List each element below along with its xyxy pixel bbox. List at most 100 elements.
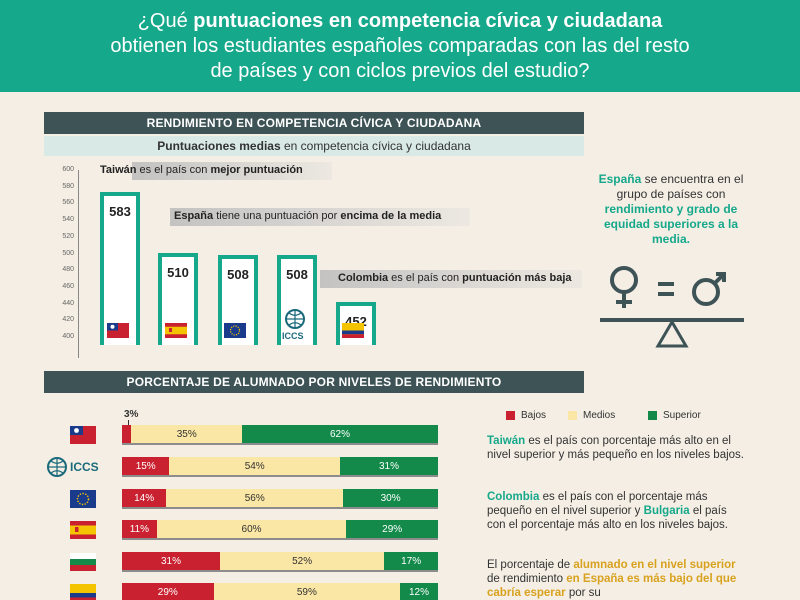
iccs-row-logo: ICCS xyxy=(46,456,99,478)
ann-taiwan-a: Taiwán xyxy=(100,164,137,176)
paragraph-espana-superior: El porcentaje de alumnado en el nivel su… xyxy=(487,558,747,600)
iccs-bar-label: ICCS xyxy=(282,331,304,341)
info-text: se encuentra en el grupo de países con xyxy=(616,172,744,201)
annotation-shade-colombia xyxy=(320,270,582,288)
segment-medios: 54% xyxy=(169,457,341,475)
paragraph-colombia-bulgaria: Colombia es el país con el porcentaje má… xyxy=(487,490,747,532)
section1-title: RENDIMIENTO EN COMPETENCIA CÍVICA Y CIUD… xyxy=(44,112,584,134)
ann-taiwan-b: es el país con xyxy=(136,164,211,176)
header-banner: ¿Qué puntuaciones en competencia cívica … xyxy=(0,0,800,92)
top-low-label-tick xyxy=(128,420,129,426)
ann-espana-a: España xyxy=(174,210,214,222)
iccs-globe-icon xyxy=(285,309,305,329)
segment-superior: 30% xyxy=(343,489,438,507)
header-line-3: de países y con ciclos previos del estud… xyxy=(210,60,590,82)
y-axis-line xyxy=(78,170,79,358)
bar-1: 583 xyxy=(100,192,140,345)
segment-superior: 12% xyxy=(400,583,438,600)
segment-bajos: 11% xyxy=(122,520,157,538)
y-tick-label: 540 xyxy=(62,216,74,224)
p3-text-2: de rendimiento xyxy=(487,573,567,585)
eu-flag-icon xyxy=(224,323,246,338)
annotation-colombia: Colombia es el país con puntuación más b… xyxy=(338,272,572,284)
paragraph-taiwan: Taiwán es el país con porcentaje más alt… xyxy=(487,434,747,462)
taiwan-row-flag-icon xyxy=(70,426,96,444)
levels-row-3: 14% 56% 30% xyxy=(122,489,438,509)
section1-subtitle: Puntuaciones medias en competencia cívic… xyxy=(44,136,584,156)
bar-value-label: 510 xyxy=(167,265,189,281)
segment-bajos: 29% xyxy=(122,583,214,600)
iccs-row-globe-icon xyxy=(47,457,67,477)
ann-colombia-a: Colombia xyxy=(338,272,389,284)
legend-swatch-superior xyxy=(648,410,657,420)
segment-superior: 17% xyxy=(384,552,438,570)
legend-label-bajos: Bajos xyxy=(521,410,547,421)
levels-row-6: 29% 59% 12% xyxy=(122,583,438,600)
p3-text-1: El porcentaje de xyxy=(487,559,574,571)
info-highlight: rendimiento y grado de equidad superiore… xyxy=(603,202,739,246)
section2-title: PORCENTAJE DE ALUMNADO POR NIVELES DE RE… xyxy=(44,371,584,393)
p1-highlight: Taiwán xyxy=(487,435,526,447)
segment-superior: 29% xyxy=(346,520,438,538)
y-tick-label: 600 xyxy=(62,166,74,173)
y-tick-label: 420 xyxy=(62,316,74,324)
y-tick-label: 440 xyxy=(62,299,74,307)
bar-value-label: 583 xyxy=(109,204,131,220)
annotation-shade-taiwan xyxy=(132,162,332,180)
y-tick-label: 560 xyxy=(62,199,74,207)
bulgaria-row-flag-icon xyxy=(70,553,96,571)
spain-row-flag-icon xyxy=(70,521,96,539)
ann-colombia-c: puntuación más baja xyxy=(462,272,572,284)
gender-equity-scale-icon xyxy=(600,266,744,348)
legend-label-medios: Medios xyxy=(583,410,616,421)
taiwan-flag-icon xyxy=(107,323,129,338)
annotation-taiwan: Taiwán es el país con mejor puntuación xyxy=(100,164,303,176)
bar-value-label: 508 xyxy=(286,266,308,282)
y-tick-label: 460 xyxy=(62,282,74,290)
ann-espana-c: encima de la media xyxy=(340,210,442,222)
segment-medios: 35% xyxy=(131,425,243,443)
legend-swatch-bajos xyxy=(506,410,515,420)
p2-text-2: el país con el porcentaje más alto en lo… xyxy=(487,505,729,531)
subtitle-rest: en competencia cívica y ciudadana xyxy=(280,139,471,153)
legend-medios: Medios xyxy=(568,410,615,421)
levels-row-1: 35% 62% xyxy=(122,425,438,445)
segment-superior: 31% xyxy=(340,457,438,475)
header-line-1-bold: puntuaciones en competencia cívica y ciu… xyxy=(193,10,663,32)
levels-row-4: 11% 60% 29% xyxy=(122,520,438,540)
p2-colombia: Colombia xyxy=(487,491,540,503)
segment-medios: 60% xyxy=(156,520,347,538)
legend-label-superior: Superior xyxy=(663,410,701,421)
bar-4: 508 xyxy=(277,254,317,345)
levels-row-2: 15% 54% 31% xyxy=(122,457,438,477)
legend-superior: Superior xyxy=(648,410,701,421)
segment-bajos xyxy=(122,425,132,443)
y-tick-label: 400 xyxy=(62,333,74,340)
p2-text-1: es el país con el porcentaje más pequeño… xyxy=(487,491,708,517)
annotation-espana: España tiene una puntuación por encima d… xyxy=(174,210,441,222)
p3-highlight-1: alumnado en el nivel superior xyxy=(573,559,736,571)
segment-bajos: 15% xyxy=(122,457,170,475)
p1-text: es el país con porcentaje más alto en el… xyxy=(487,435,744,461)
levels-row-5: 31% 52% 17% xyxy=(122,552,438,572)
legend-bajos: Bajos xyxy=(506,410,546,421)
segment-superior: 62% xyxy=(242,425,438,443)
header-line-1: ¿Qué puntuaciones en competencia cívica … xyxy=(0,8,800,34)
spain-flag-icon xyxy=(165,323,187,338)
colombia-row-flag-icon xyxy=(70,584,96,600)
segment-bajos: 14% xyxy=(122,489,167,507)
header-line-2: obtienen los estudiantes españoles compa… xyxy=(110,35,690,57)
header-line-1-pre: ¿Qué xyxy=(137,10,194,32)
p2-bulgaria: Bulgaria xyxy=(643,505,690,517)
eu-row-flag-icon xyxy=(70,490,96,508)
legend-swatch-medios xyxy=(568,410,577,420)
info-espana: España xyxy=(598,172,642,186)
ann-taiwan-c: mejor puntuación xyxy=(210,164,303,176)
colombia-flag-icon xyxy=(342,323,364,338)
segment-medios: 56% xyxy=(166,489,344,507)
y-tick-label: 580 xyxy=(62,182,74,190)
subtitle-bold: Puntuaciones medias xyxy=(157,139,281,153)
top-low-label: 3% xyxy=(124,409,139,420)
info-espana-equity: España se encuentra en el grupo de paíse… xyxy=(596,172,746,247)
y-tick-label: 500 xyxy=(62,249,74,257)
